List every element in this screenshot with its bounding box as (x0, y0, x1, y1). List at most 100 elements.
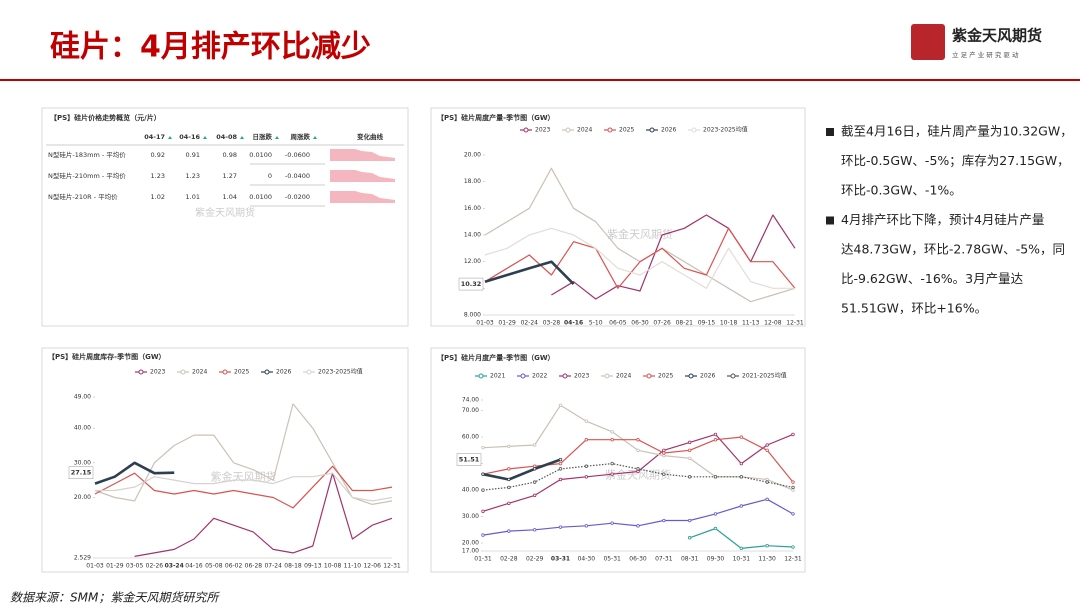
point (507, 529, 511, 533)
point (636, 448, 640, 453)
point (481, 488, 485, 492)
value-label: 51.51 (459, 456, 480, 464)
series-line (484, 260, 575, 286)
x-tick-label: 06-05 (609, 320, 627, 327)
point (532, 493, 537, 498)
point (662, 451, 666, 455)
chart-panel (430, 347, 806, 573)
legend-swatch (138, 369, 144, 375)
point (584, 524, 589, 528)
table-cell: 1.04 (223, 193, 237, 201)
point (791, 545, 795, 549)
point (558, 525, 563, 529)
chart-title: 【PS】硅片周度产量-季节图（GW） (437, 113, 555, 122)
y-tick-label: 17.00 (462, 548, 479, 555)
x-tick-label: 12-31 (383, 563, 401, 570)
sparkline (330, 149, 395, 161)
legend-label: 2023 (574, 373, 589, 380)
point (610, 430, 614, 434)
point (507, 485, 511, 490)
bullet-text: 4月排产环比下降，预计4月硅片产量 (841, 212, 1044, 227)
x-tick-label: 12-06 (363, 563, 381, 570)
x-tick-label: 11-10 (344, 563, 362, 570)
point (610, 438, 614, 442)
legend-label: 2021-2025均值 (742, 372, 787, 380)
x-tick-label: 12-31 (786, 320, 804, 327)
bullet-text: 环比-0.3GW、-1%。 (841, 183, 962, 198)
x-tick-label: 02-29 (526, 556, 544, 563)
point (481, 533, 485, 537)
point (532, 528, 537, 532)
point (558, 467, 563, 471)
sort-icon (168, 136, 172, 139)
x-tick-label: 06-02 (225, 563, 243, 570)
point (713, 526, 718, 531)
table-cell: 0.92 (151, 151, 165, 159)
x-tick-label: 03-28 (543, 320, 561, 327)
legend-label: 2021 (490, 373, 505, 380)
x-tick-label: 01-31 (474, 556, 492, 563)
legend-label: 2025 (619, 127, 634, 134)
x-tick-label: 05-31 (603, 556, 621, 563)
table-cell: 0.91 (186, 151, 200, 159)
point (791, 432, 795, 437)
legend-swatch (562, 373, 568, 379)
bullet-text: 51.51GW，环比+16%。 (841, 301, 987, 316)
x-tick-label: 01-29 (106, 563, 124, 570)
x-tick-label: 12-08 (764, 320, 782, 327)
legend-label: 2023-2025均值 (703, 126, 748, 134)
legend-label: 2024 (192, 369, 207, 376)
table-cell: -0.0400 (285, 172, 310, 180)
x-tick-label: 03-31 (551, 556, 570, 563)
x-tick-label: 07-24 (264, 563, 282, 570)
chart-panel (430, 107, 806, 327)
table-cell: 1.23 (186, 172, 200, 180)
y-tick-label: 49.00 (74, 394, 91, 401)
legend-swatch (523, 127, 529, 133)
x-tick-label: 06-30 (629, 556, 647, 563)
x-tick-label: 04-16 (564, 320, 583, 327)
point (558, 403, 563, 407)
point (584, 464, 589, 468)
slide-title: 硅片：4月排产环比减少 (50, 30, 371, 65)
point (532, 480, 537, 484)
point (584, 438, 589, 442)
table-panel (41, 107, 409, 327)
value-label: 27.15 (71, 469, 92, 477)
point (765, 477, 769, 482)
legend-swatch (688, 373, 694, 379)
x-tick-label: 5-10 (589, 320, 603, 327)
legend-label: 2025 (658, 373, 673, 380)
point (610, 521, 614, 525)
legend-label: 2023 (535, 127, 550, 134)
point (791, 512, 795, 516)
x-tick-label: 06-28 (245, 563, 263, 570)
legend-swatch (478, 373, 484, 379)
point (507, 501, 511, 506)
x-tick-label: 03-24 (165, 563, 184, 570)
sort-icon (203, 136, 207, 139)
x-tick-label: 10-18 (720, 320, 738, 327)
legend-swatch (604, 373, 610, 379)
legend-swatch (520, 373, 526, 379)
point (791, 485, 795, 490)
point (713, 475, 718, 479)
point (687, 440, 692, 445)
point (481, 472, 485, 476)
x-tick-label: 01-03 (86, 563, 104, 570)
point (687, 448, 692, 453)
x-tick-label: 01-29 (498, 320, 516, 327)
legend-label: 2023-2025均值 (318, 368, 363, 376)
x-tick-label: 02-26 (146, 563, 164, 570)
column-header: 04-08 (216, 133, 237, 141)
point (765, 443, 769, 447)
point (636, 438, 640, 442)
y-tick-label: 74.00 (462, 397, 479, 404)
legend-swatch (180, 369, 186, 375)
point (636, 467, 640, 471)
legend-swatch (649, 127, 655, 133)
x-tick-label: 06-30 (631, 320, 649, 327)
x-tick-label: 07-31 (655, 556, 673, 563)
point (662, 453, 666, 458)
